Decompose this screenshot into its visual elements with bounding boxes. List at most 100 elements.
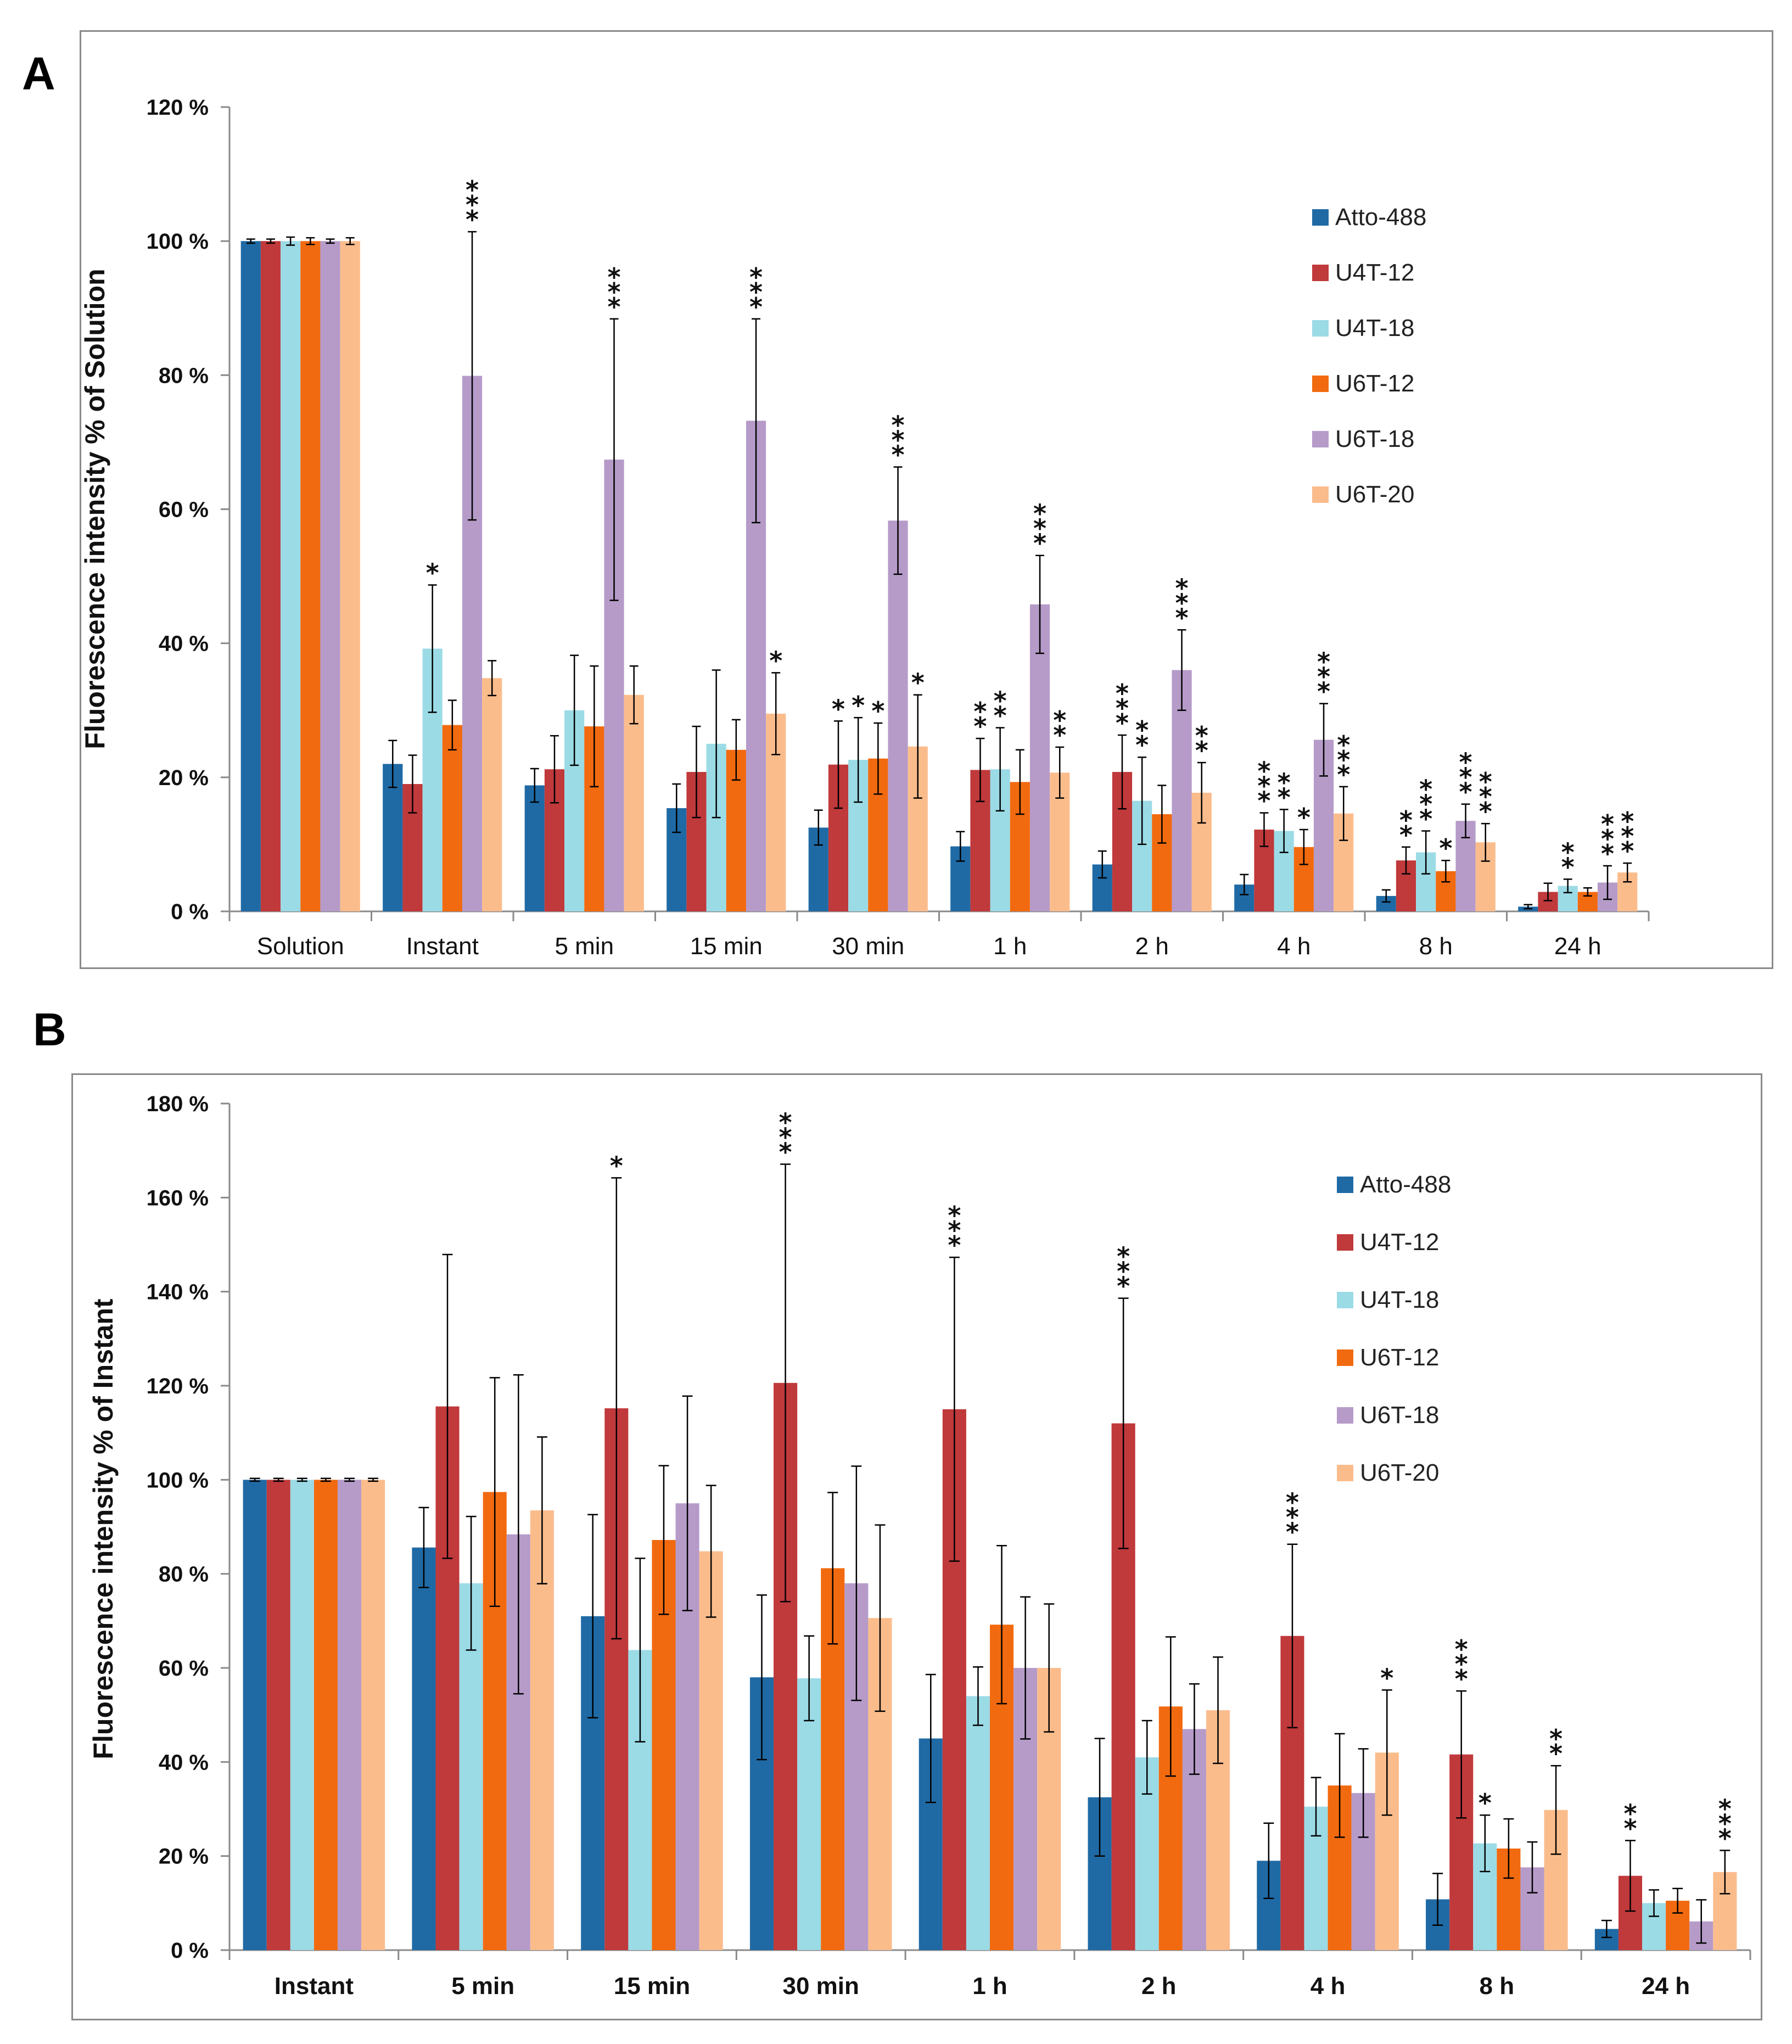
x-tick-label-a-5-min: 5 min	[555, 933, 614, 960]
y-tick-label-a-60: 60 %	[159, 498, 209, 522]
bar-a-u6t-18-1-h	[1029, 604, 1050, 911]
x-tick-label-b-2-h: 2 h	[1141, 1973, 1177, 2000]
significance-a-u6t-18-1-h: ***	[1033, 499, 1046, 558]
bar-a-u4t-18-solution	[281, 241, 301, 912]
y-tick-label-a-40: 40 %	[159, 632, 209, 656]
x-tick-label-a-8-h: 8 h	[1419, 933, 1453, 960]
significance-b-u6t-20-24-h: ***	[1718, 1794, 1732, 1853]
bar-b-u4t-18-1-h	[966, 1696, 990, 1950]
x-tick-label-b-15-min: 15 min	[614, 1973, 690, 2000]
significance-b-u4t-12-15-min: *	[610, 1151, 623, 1180]
legend-swatch-a-u6t-20	[1312, 486, 1329, 503]
legend-item-b-u6t-12: U6T-12	[1337, 1329, 1451, 1386]
significance-a-u4t-18-30-min: *	[852, 691, 865, 720]
y-tick-label-b-180: 180 %	[147, 1092, 209, 1116]
legend-item-a-atto-488: Atto-488	[1312, 189, 1426, 245]
x-tick-label-a-solution: Solution	[257, 933, 344, 960]
legend-swatch-a-atto-488	[1312, 209, 1329, 226]
legend-label-a-u6t-12: U6T-12	[1335, 369, 1415, 397]
bar-b-atto-488-5-min	[412, 1547, 436, 1950]
legend-swatch-b-u4t-12	[1337, 1234, 1353, 1251]
significance-a-u6t-18-8-h: ***	[1459, 748, 1472, 807]
legend-swatch-a-u4t-12	[1312, 264, 1329, 281]
significance-b-u6t-20-4-h: *	[1380, 1663, 1393, 1693]
legend-item-b-u4t-12: U4T-12	[1337, 1213, 1451, 1271]
significance-a-u6t-18-2-h: ***	[1175, 573, 1189, 632]
bar-a-atto-488-5-min	[524, 785, 545, 911]
significance-a-u6t-20-1-h: **	[1053, 705, 1066, 750]
y-tick-label-a-20: 20 %	[159, 766, 209, 790]
bar-b-u4t-18-30-min	[797, 1678, 821, 1950]
bar-b-u4t-18-instant	[290, 1480, 314, 1950]
significance-a-u6t-20-8-h: ***	[1479, 767, 1492, 826]
bar-a-u6t-20-instant	[482, 678, 502, 911]
bar-a-u6t-12-instant	[442, 725, 462, 911]
bar-a-u6t-20-5-min	[624, 695, 644, 911]
legend-item-a-u6t-12: U6T-12	[1312, 356, 1426, 411]
legend-item-a-u4t-12: U4T-12	[1312, 245, 1426, 300]
legend-swatch-b-u6t-18	[1337, 1407, 1353, 1424]
legend-label-a-atto-488: Atto-488	[1335, 203, 1427, 231]
y-tick-label-b-80: 80 %	[159, 1563, 209, 1587]
legend-swatch-b-u6t-20	[1337, 1464, 1353, 1481]
panel-label-b: B	[33, 1004, 66, 1055]
significance-a-u4t-18-8-h: ***	[1419, 775, 1432, 834]
significance-a-u6t-18-24-h: ***	[1601, 809, 1614, 869]
legend-item-b-u6t-20: U6T-20	[1337, 1444, 1451, 1502]
significance-a-u6t-18-5-min: ***	[608, 262, 621, 322]
significance-a-u6t-20-2-h: **	[1195, 721, 1208, 765]
x-tick-label-b-1-h: 1 h	[972, 1973, 1007, 2000]
panel-label-a: A	[22, 48, 55, 99]
y-tick-label-b-100: 100 %	[147, 1468, 209, 1492]
significance-a-u4t-12-4-h: ***	[1257, 757, 1270, 816]
legend-label-b-u4t-18: U4T-18	[1360, 1286, 1440, 1313]
y-tick-label-a-0: 0 %	[171, 900, 209, 924]
bar-b-atto-488-instant	[243, 1480, 267, 1950]
legend-swatch-a-u6t-18	[1312, 430, 1329, 447]
bar-a-u6t-18-30-min	[888, 520, 908, 911]
y-tick-label-b-60: 60 %	[159, 1656, 209, 1681]
y-tick-label-a-100: 100 %	[147, 229, 209, 254]
significance-a-u6t-20-4-h: ***	[1337, 730, 1350, 789]
y-tick-label-b-20: 20 %	[159, 1845, 209, 1869]
y-axis-label-b: Fluorescence intensity % of Instant	[88, 1298, 119, 1759]
legend-item-a-u4t-18: U4T-18	[1312, 300, 1426, 356]
legend-label-a-u4t-18: U4T-18	[1335, 314, 1415, 341]
legend-label-a-u6t-18: U6T-18	[1335, 425, 1415, 452]
y-axis-label-a: Fluorescence intensity % of Solution	[80, 268, 110, 749]
legend-label-b-u4t-12: U4T-12	[1360, 1228, 1440, 1256]
legend-label-b-u6t-12: U6T-12	[1360, 1343, 1440, 1371]
x-tick-label-b-30-min: 30 min	[783, 1973, 859, 2000]
legend-b: Atto-488 U4T-12 U4T-18 U6T-12 U6T-18 U6T-20	[1337, 1156, 1451, 1502]
significance-a-u6t-12-8-h: *	[1439, 833, 1452, 863]
y-tick-label-a-80: 80 %	[159, 363, 209, 388]
x-tick-label-b-5-min: 5 min	[451, 1973, 514, 2000]
legend-swatch-b-atto-488	[1337, 1176, 1353, 1193]
bar-a-u6t-20-solution	[340, 241, 360, 912]
legend-item-b-atto-488: Atto-488	[1337, 1156, 1451, 1213]
x-tick-label-a-4-h: 4 h	[1277, 933, 1311, 960]
bar-a-atto-488-solution	[240, 241, 261, 912]
x-tick-label-a-30-min: 30 min	[832, 933, 904, 960]
significance-a-u6t-18-instant: ***	[466, 175, 479, 234]
legend-swatch-a-u4t-18	[1312, 320, 1329, 337]
x-tick-label-a-2-h: 2 h	[1135, 933, 1169, 960]
significance-a-u6t-20-15-min: *	[769, 646, 782, 675]
legend-label-a-u6t-20: U6T-20	[1335, 480, 1415, 508]
significance-b-u4t-12-8-h: ***	[1455, 1634, 1468, 1694]
significance-b-u4t-12-2-h: ***	[1117, 1242, 1130, 1301]
y-tick-label-b-160: 160 %	[147, 1186, 209, 1210]
x-tick-label-b-8-h: 8 h	[1480, 1973, 1515, 2000]
bar-b-u6t-12-instant	[313, 1480, 338, 1950]
significance-a-u4t-12-1-h: **	[973, 697, 987, 741]
significance-b-u4t-12-1-h: ***	[948, 1201, 961, 1260]
significance-a-u6t-12-4-h: *	[1297, 803, 1311, 832]
y-tick-label-a-120: 120 %	[147, 96, 209, 120]
x-tick-label-a-1-h: 1 h	[993, 933, 1027, 960]
x-tick-label-b-24-h: 24 h	[1642, 1973, 1690, 2000]
y-tick-label-b-140: 140 %	[147, 1280, 209, 1304]
significance-a-u4t-18-2-h: **	[1135, 715, 1149, 760]
legend-label-a-u4t-12: U4T-12	[1335, 259, 1415, 286]
significance-b-u4t-12-24-h: **	[1623, 1799, 1637, 1843]
